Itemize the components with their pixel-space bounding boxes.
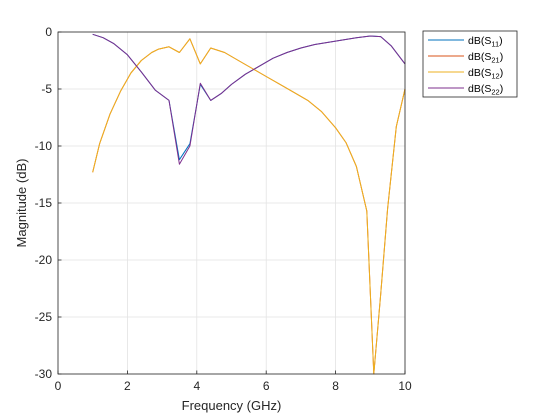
y-tick-label: 0: [45, 25, 52, 39]
legend-box: [422, 30, 518, 98]
y-tick-label: -10: [35, 139, 53, 153]
x-tick-label: 2: [124, 379, 131, 393]
y-tick-label: -30: [35, 367, 53, 381]
x-axis-label: Frequency (GHz): [182, 398, 282, 413]
y-axis-label: Magnitude (dB): [14, 159, 29, 248]
y-tick-label: -5: [41, 82, 52, 96]
y-tick-label: -15: [35, 196, 53, 210]
x-tick-label: 6: [263, 379, 270, 393]
series-line-s22: [92, 33, 406, 165]
series-line-s11: [92, 33, 406, 161]
x-tick-label: 8: [332, 379, 339, 393]
series-line-s12: [92, 38, 406, 375]
x-tick-label: 0: [55, 379, 62, 393]
legend: dB(S11)dB(S21)dB(S12)dB(S22): [422, 30, 518, 98]
y-tick-label: -20: [35, 253, 53, 267]
x-tick-label: 4: [193, 379, 200, 393]
grid-layer: [57, 31, 406, 375]
series-layer: [92, 33, 406, 375]
ticks-layer: 0 2 4 6 8 10 0 -5 -10 -15 -20 -25 -30: [35, 25, 412, 393]
y-tick-label: -25: [35, 310, 53, 324]
x-tick-label: 10: [398, 379, 412, 393]
